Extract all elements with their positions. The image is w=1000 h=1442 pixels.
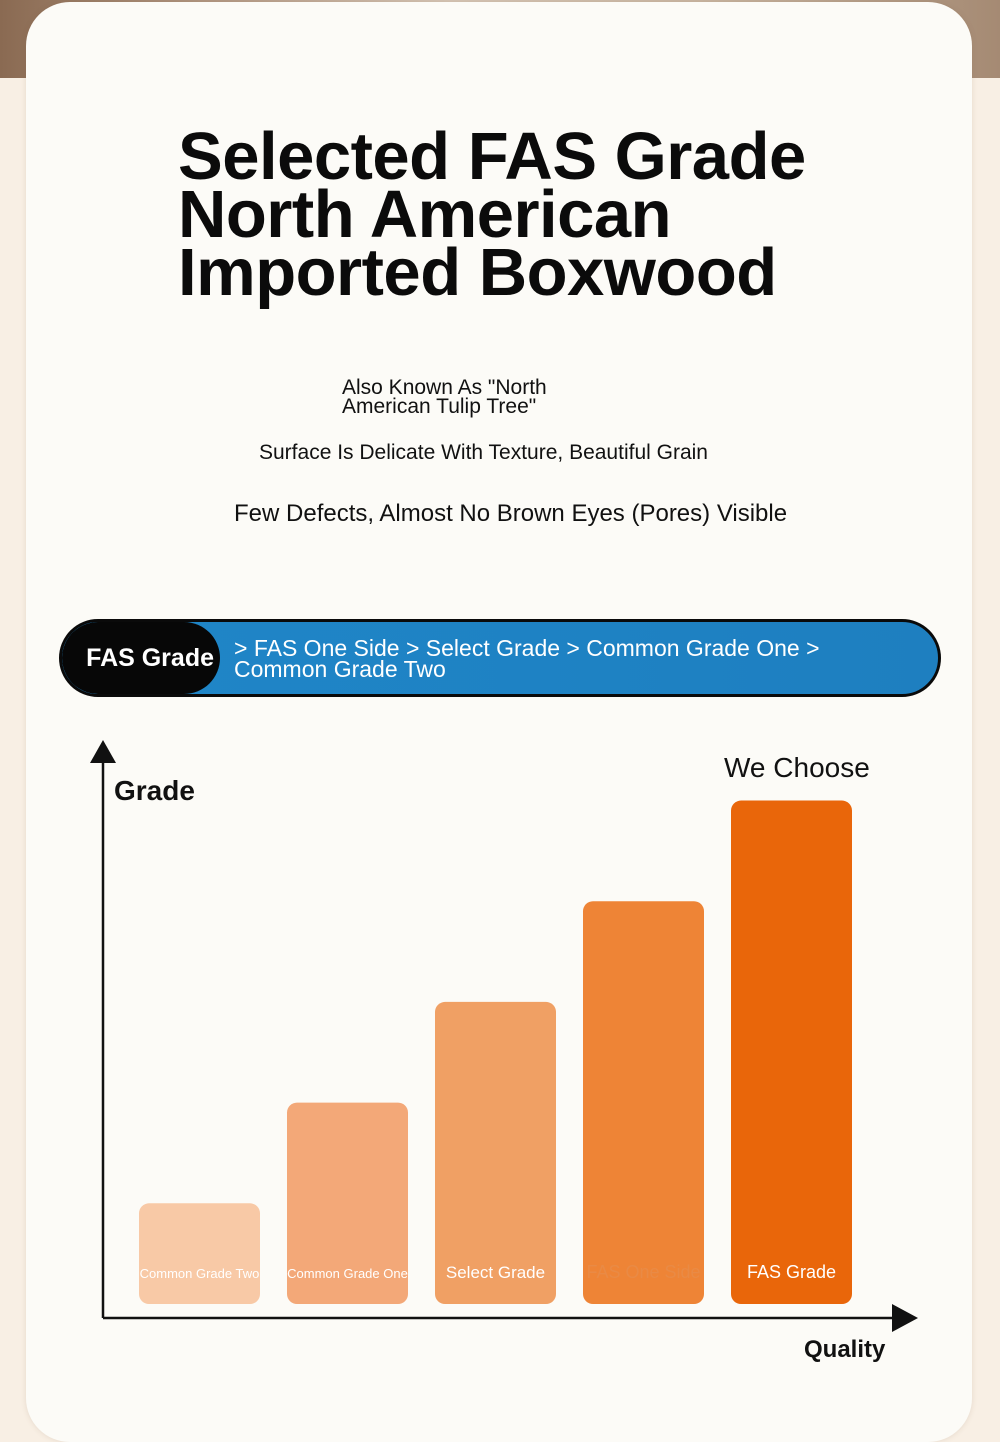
bar-label-common-grade-two: Common Grade Two	[140, 1266, 260, 1281]
grade-sequence-text: > FAS One Side > Select Grade > Common G…	[234, 635, 820, 682]
title-line-3: Imported Boxwood	[178, 235, 777, 310]
grade-highlight-pill: FAS Grade	[62, 622, 220, 694]
bar-label-fas-one-side: FAS One Side	[586, 1262, 700, 1282]
bar-common-grade-two	[139, 1203, 260, 1304]
bar-label-common-grade-one: Common Grade One	[287, 1266, 408, 1281]
x-axis-label: Quality	[804, 1336, 886, 1363]
title-line-2: North American	[178, 177, 672, 252]
subtitle-surface: Surface Is Delicate With Texture, Beauti…	[259, 441, 708, 464]
y-axis-label: Grade	[114, 775, 195, 806]
subtitle-defects: Few Defects, Almost No Brown Eyes (Pores…	[234, 500, 788, 527]
grade-ranking-bar: FAS Grade > FAS One Side > Select Grade …	[59, 619, 941, 697]
bar-select-grade	[435, 1001, 556, 1304]
bar-common-grade-one	[287, 1102, 408, 1304]
y-axis-arrow	[90, 740, 116, 763]
bar-label-fas-grade: FAS Grade	[747, 1262, 836, 1282]
bar-fas-one-side	[583, 901, 704, 1304]
page-title: Selected FAS Grade North American Import…	[178, 119, 898, 310]
subtitle-alias: Also Known As "North American Tulip Tree…	[342, 376, 547, 418]
x-axis-arrow	[892, 1304, 918, 1332]
bars-group: Common Grade Two Common Grade One Select G…	[139, 800, 852, 1304]
we-choose-annotation: We Choose	[724, 752, 870, 783]
bar-fas-grade	[731, 800, 852, 1304]
bar-label-select-grade: Select Grade	[446, 1263, 545, 1282]
title-line-1: Selected FAS Grade	[178, 119, 806, 194]
